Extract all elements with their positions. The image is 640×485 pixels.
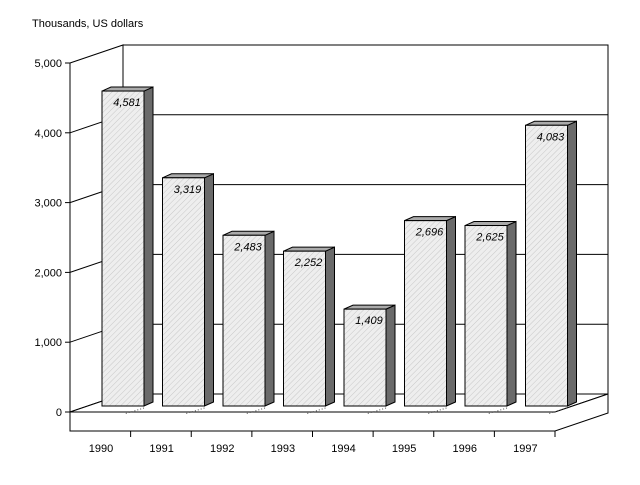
bar-side bbox=[325, 246, 335, 407]
bar-shadow bbox=[123, 407, 145, 415]
bar-side bbox=[264, 230, 275, 407]
bar-top bbox=[464, 221, 517, 227]
y-tick-label: 0 bbox=[56, 407, 62, 419]
y-tick-label: 2,000 bbox=[34, 267, 62, 279]
bar-top bbox=[525, 120, 577, 126]
bar-top bbox=[283, 246, 335, 252]
bar-shadow bbox=[365, 407, 387, 415]
bar-shadow bbox=[244, 407, 266, 415]
bar-top bbox=[101, 86, 154, 92]
data-label: 4,083 bbox=[537, 131, 565, 143]
bar-side bbox=[446, 215, 456, 407]
x-tick-label: 1993 bbox=[271, 443, 295, 455]
y-tick-label: 4,000 bbox=[34, 128, 62, 140]
bar-shadow bbox=[486, 407, 508, 415]
data-label: 3,319 bbox=[174, 184, 202, 196]
data-label: 2,483 bbox=[233, 241, 262, 253]
x-tick-label: 1996 bbox=[453, 443, 477, 455]
x-tick-label: 1991 bbox=[149, 443, 173, 455]
bar-side bbox=[143, 86, 154, 407]
bar-shadow bbox=[426, 407, 447, 415]
bar-top bbox=[404, 216, 456, 222]
data-label: 2,696 bbox=[415, 227, 444, 239]
bar-shadow bbox=[547, 407, 568, 415]
bar bbox=[283, 250, 326, 407]
bar-top bbox=[222, 230, 275, 236]
bar bbox=[162, 177, 205, 407]
bar bbox=[101, 90, 145, 407]
x-tick-label: 1995 bbox=[392, 443, 416, 455]
bar-side bbox=[204, 173, 214, 407]
axes: 1990 1991 1992 1993 1994 1995 1996 1997 0 1,000 2,… bbox=[34, 58, 556, 455]
bar-side bbox=[567, 120, 577, 407]
bar-top bbox=[162, 173, 214, 179]
bars: 4,581 3,319 2,483 2,252 1,409 2,696 2,625 4,083 bbox=[101, 86, 577, 415]
bar-shadow bbox=[305, 407, 326, 415]
x-tick-label: 1992 bbox=[210, 443, 234, 455]
y-tick-label: 1,000 bbox=[34, 337, 62, 349]
x-tick-label: 1990 bbox=[89, 443, 113, 455]
bar bbox=[222, 234, 266, 407]
data-label: 2,252 bbox=[294, 257, 323, 269]
bar bbox=[525, 124, 568, 407]
x-tick-label: 1994 bbox=[331, 443, 355, 455]
data-label: 4,581 bbox=[113, 97, 141, 109]
bar bbox=[343, 308, 387, 407]
y-tick-label: 3,000 bbox=[34, 198, 62, 210]
bar bbox=[464, 225, 508, 407]
bar-shadow bbox=[184, 407, 205, 415]
bar-top bbox=[343, 304, 396, 310]
data-label: 1,409 bbox=[355, 315, 383, 327]
bar bbox=[404, 220, 447, 407]
bar-side bbox=[506, 220, 517, 407]
bar-side bbox=[385, 304, 396, 407]
data-label: 2,625 bbox=[475, 232, 504, 244]
y-axis-label: Thousands, US dollars bbox=[32, 18, 144, 30]
x-tick-label: 1997 bbox=[513, 443, 537, 455]
y-tick-label: 5,000 bbox=[34, 58, 62, 70]
